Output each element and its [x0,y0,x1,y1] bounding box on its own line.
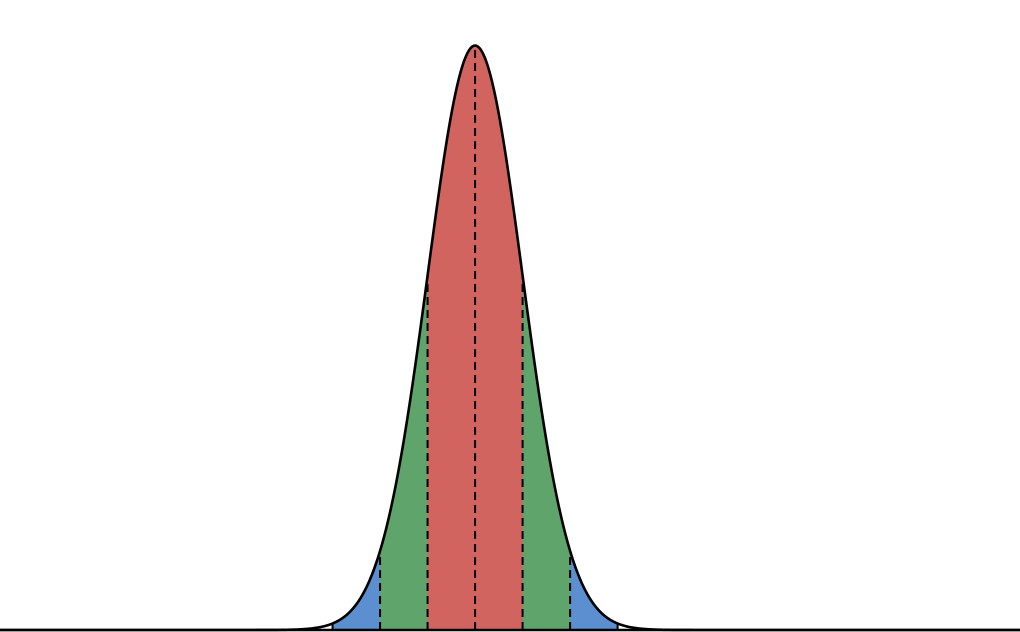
page: (() => { const data = JSON.parse(documen… [0,44,1020,632]
chart [0,44,1020,632]
